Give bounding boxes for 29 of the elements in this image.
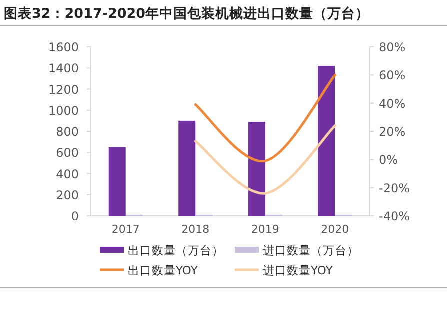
y2-tick-label: 40% xyxy=(379,96,406,111)
y2-tick-label: -40% xyxy=(379,210,410,224)
y-tick-label: 200 xyxy=(56,188,79,202)
y2-tick-label: 20% xyxy=(379,125,406,139)
x-tick-label: 2018 xyxy=(182,223,210,236)
y-tick-label: 0 xyxy=(71,210,79,224)
x-tick-label: 2019 xyxy=(251,223,280,236)
bar xyxy=(318,66,336,216)
chart-title: 图表32：2017-2020年中国包装机械进出口数量（万台） xyxy=(4,6,370,22)
y2-tick-label: 60% xyxy=(379,68,406,83)
y2-tick-label: 0% xyxy=(379,153,398,168)
y-tick-label: 1600 xyxy=(48,40,79,54)
legend-label: 出口数量YOY xyxy=(128,264,199,278)
x-tick-label: 2017 xyxy=(112,223,140,236)
y-tick-label: 400 xyxy=(56,167,79,182)
y-tick-label: 1400 xyxy=(48,62,79,76)
legend-label: 进口数量（万台） xyxy=(263,244,359,258)
y-tick-label: 1000 xyxy=(48,104,79,118)
y-tick-label: 600 xyxy=(56,146,79,160)
bar xyxy=(178,120,196,216)
y2-tick-label: 80% xyxy=(379,40,406,54)
y2-tick-label: -20% xyxy=(379,181,410,196)
bar xyxy=(248,122,266,216)
bar xyxy=(108,147,126,216)
legend-label: 进口数量YOY xyxy=(263,264,334,278)
x-tick-label: 2020 xyxy=(321,223,350,236)
legend-label: 出口数量（万台） xyxy=(128,244,224,258)
y-tick-label: 1200 xyxy=(48,82,79,97)
y-tick-label: 800 xyxy=(56,125,79,139)
